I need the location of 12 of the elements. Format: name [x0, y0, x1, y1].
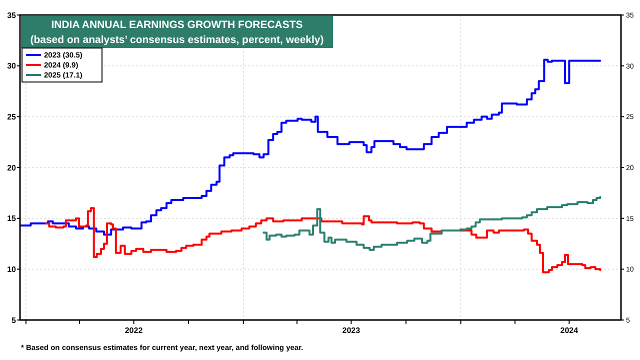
chart-title: INDIA ANNUAL EARNINGS GROWTH FORECASTS — [51, 19, 303, 31]
y-tick-label: 35 — [7, 10, 17, 20]
x-tick-label: 2023 — [342, 326, 361, 335]
text: (based on analysts’ consensus estimates, percent, weekly) — [30, 34, 324, 46]
x-tick-label: 2022 — [124, 326, 144, 335]
y-tick-label: 5 — [12, 316, 17, 325]
y-tick-label: 20 — [7, 163, 17, 172]
y-tick-label: 25 — [7, 112, 17, 122]
y-tick-label: 10 — [7, 264, 17, 274]
x-tick-label: 2024 — [560, 326, 579, 335]
y-tick-label: 15 — [7, 214, 17, 224]
y-tick-label: 30 — [7, 62, 17, 71]
